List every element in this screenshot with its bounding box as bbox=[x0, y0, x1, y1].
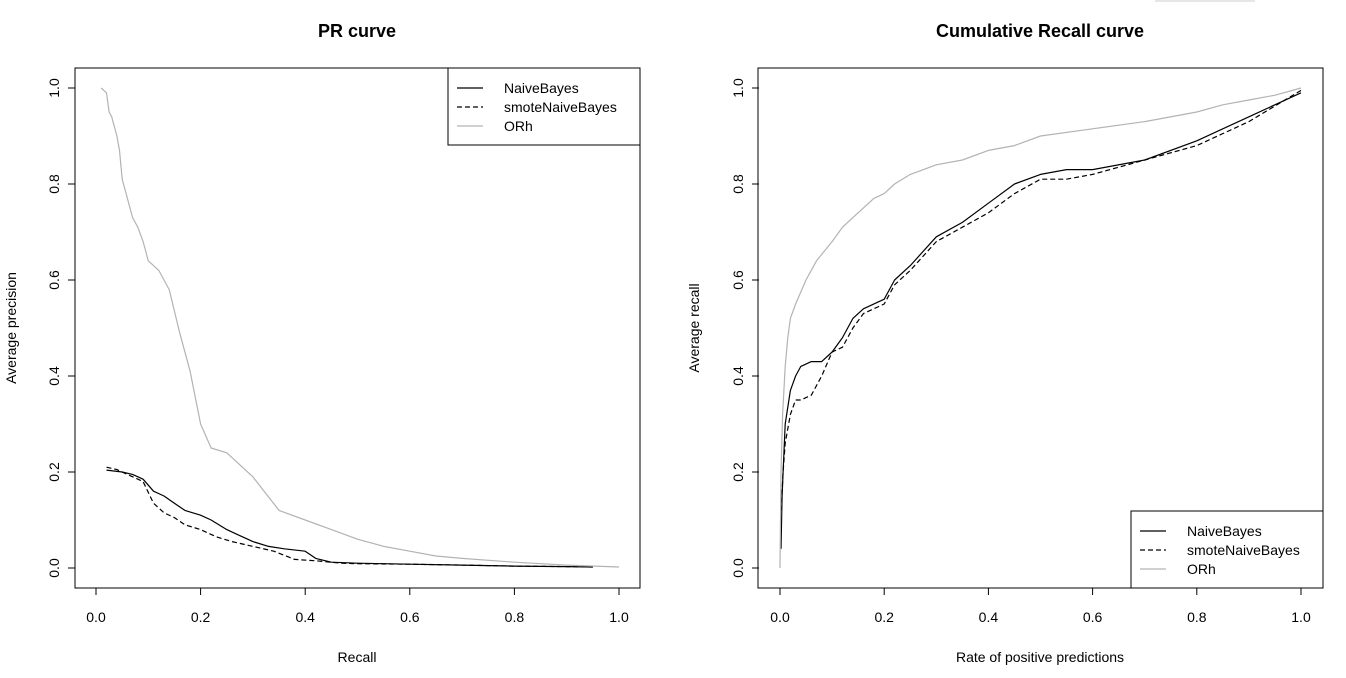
pr-y-tick-label: 0.2 bbox=[46, 462, 62, 482]
cr-x-tick-label: 0.8 bbox=[1187, 609, 1207, 625]
pr-series-naivebayes bbox=[106, 469, 593, 568]
pr-x-tick-label: 0.0 bbox=[86, 609, 106, 625]
pr-y-tick-label: 0.4 bbox=[46, 366, 62, 386]
pr-y-axis-label: Average precision bbox=[3, 272, 19, 384]
pr-y-tick-label: 0.6 bbox=[46, 270, 62, 290]
pr-legend-box bbox=[447, 67, 641, 146]
cr-legend-label: ORh bbox=[1187, 561, 1216, 577]
cr-series-group bbox=[779, 87, 1302, 569]
cr-x-tick-label: 0.2 bbox=[874, 609, 894, 625]
pr-x-tick-label: 0.4 bbox=[295, 609, 315, 625]
pr-legend-label: NaiveBayes bbox=[504, 80, 579, 96]
cr-chart-title: Cumulative Recall curve bbox=[936, 21, 1144, 41]
pr-series-group bbox=[100, 87, 620, 568]
pr-x-axis-label: Recall bbox=[338, 649, 377, 665]
cr-x-tick-label: 0.0 bbox=[770, 609, 790, 625]
cr-y-ticks: 0.0 0.2 0.4 0.6 0.8 1.0 bbox=[730, 78, 759, 578]
cr-legend-label: smoteNaiveBayes bbox=[1187, 542, 1300, 558]
cr-x-tick-label: 0.6 bbox=[1083, 609, 1103, 625]
cr-series-naivebayes bbox=[780, 92, 1302, 549]
top-scrollbar-fragment bbox=[1155, 0, 1255, 2]
cr-legend: NaiveBayes smoteNaiveBayes ORh bbox=[1130, 510, 1324, 589]
pr-curve-chart: PR curve 0.0 0.2 0.4 0.6 0.8 1.0 0.0 0.2 0.4 0.6… bbox=[3, 21, 641, 665]
pr-legend: NaiveBayes smoteNaiveBayes ORh bbox=[447, 67, 641, 146]
pr-x-tick-label: 0.2 bbox=[191, 609, 211, 625]
cr-y-tick-label: 0.2 bbox=[730, 462, 746, 482]
pr-series-smotenaivebayes bbox=[106, 466, 593, 568]
pr-series-orh bbox=[100, 87, 620, 568]
cumulative-recall-chart: Cumulative Recall curve 0.0 0.2 0.4 0.6 0.8 1… bbox=[686, 21, 1324, 665]
cr-legend-box bbox=[1130, 510, 1324, 589]
pr-y-tick-label: 1.0 bbox=[46, 78, 62, 98]
pr-y-tick-label: 0.0 bbox=[46, 558, 62, 578]
cr-plot-box bbox=[757, 67, 1324, 589]
pr-legend-label: ORh bbox=[504, 118, 533, 134]
pr-y-ticks: 0.0 0.2 0.4 0.6 0.8 1.0 bbox=[46, 78, 75, 578]
pr-x-tick-label: 1.0 bbox=[609, 609, 629, 625]
cr-series-smotenaivebayes bbox=[780, 89, 1302, 511]
pr-y-tick-label: 0.8 bbox=[46, 174, 62, 194]
pr-chart-title: PR curve bbox=[318, 21, 396, 41]
cr-y-tick-label: 0.0 bbox=[730, 558, 746, 578]
pr-legend-label: smoteNaiveBayes bbox=[504, 99, 617, 115]
cr-y-axis-label: Average recall bbox=[686, 283, 702, 372]
cr-series-orh bbox=[779, 87, 1302, 569]
cr-y-tick-label: 1.0 bbox=[730, 78, 746, 98]
pr-x-tick-label: 0.6 bbox=[400, 609, 420, 625]
cr-y-tick-label: 0.8 bbox=[730, 174, 746, 194]
cr-y-tick-label: 0.4 bbox=[730, 366, 746, 386]
cr-x-axis-label: Rate of positive predictions bbox=[956, 649, 1124, 665]
cr-legend-label: NaiveBayes bbox=[1187, 523, 1262, 539]
pr-plot-box bbox=[74, 67, 641, 589]
cr-x-tick-label: 0.4 bbox=[979, 609, 999, 625]
cr-x-ticks: 0.0 0.2 0.4 0.6 0.8 1.0 bbox=[770, 588, 1311, 625]
cr-x-tick-label: 1.0 bbox=[1291, 609, 1311, 625]
cr-y-tick-label: 0.6 bbox=[730, 270, 746, 290]
pr-x-ticks: 0.0 0.2 0.4 0.6 0.8 1.0 bbox=[86, 588, 629, 625]
pr-x-tick-label: 0.8 bbox=[505, 609, 525, 625]
